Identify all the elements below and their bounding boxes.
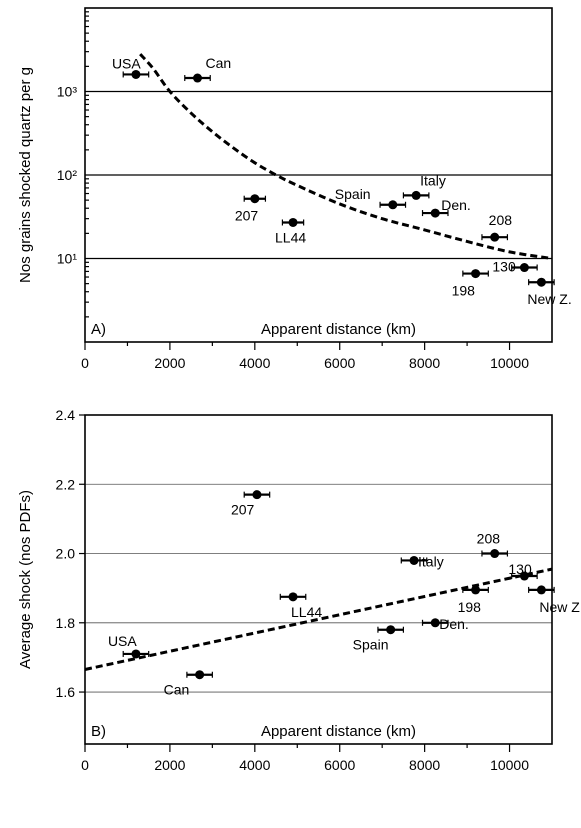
point-marker	[193, 73, 203, 83]
point-marker	[471, 269, 481, 279]
point-marker	[388, 200, 398, 210]
data-point: 198	[452, 269, 489, 299]
x-axis-label: Apparent distance (km)	[261, 321, 416, 338]
data-point: LL44	[275, 217, 306, 245]
y-tick-label: 10³	[57, 84, 78, 100]
x-tick-label: 8000	[409, 757, 440, 773]
data-point: Italy	[400, 553, 444, 569]
x-tick-label: 2000	[154, 355, 185, 371]
x-tick-label: 4000	[239, 757, 270, 773]
data-point: Can	[184, 55, 232, 83]
y-tick-label: 2.2	[56, 476, 76, 492]
x-tick-label: 0	[81, 355, 89, 371]
y-axis-label: Average shock (nos PDFs)	[17, 490, 34, 669]
data-point: 130	[508, 561, 538, 581]
data-point: 198	[458, 585, 489, 615]
x-tick-label: 10000	[490, 355, 529, 371]
point-label: USA	[112, 55, 141, 71]
point-marker	[519, 263, 529, 273]
data-point: Spain	[335, 186, 407, 210]
data-point: 208	[477, 531, 509, 559]
data-point: USA	[108, 633, 150, 659]
point-marker	[252, 490, 262, 500]
point-label: Den.	[439, 616, 469, 632]
data-point: 207	[235, 194, 267, 224]
point-marker	[131, 69, 141, 79]
plot-frame	[84, 7, 553, 343]
point-label: New Z.	[539, 599, 581, 615]
point-marker	[490, 232, 500, 242]
x-tick-label: 10000	[490, 757, 529, 773]
point-label: LL44	[275, 229, 306, 245]
point-marker	[519, 571, 529, 581]
point-marker	[131, 649, 141, 659]
data-point: Can	[164, 670, 213, 698]
panel-a: 0 2000 4000 6000 8000 10000 10¹ 10² 10³ Apparent …	[17, 7, 572, 371]
x-tick-label: 8000	[409, 355, 440, 371]
plot-frame	[84, 414, 553, 745]
x-tick-label: 6000	[324, 355, 355, 371]
data-point: Spain	[353, 625, 405, 653]
point-label: Can	[206, 55, 232, 71]
y-axis-label: Nos grains shocked quartz per g	[17, 67, 34, 283]
data-point: 207	[231, 490, 271, 518]
x-tick-label: 4000	[239, 355, 270, 371]
point-marker	[536, 585, 546, 595]
point-marker	[490, 549, 500, 559]
y-tick-label: 10²	[57, 167, 78, 183]
point-label: Can	[164, 682, 190, 698]
point-marker	[250, 194, 260, 204]
point-marker	[430, 618, 440, 628]
data-point: 208	[481, 212, 513, 242]
point-marker	[430, 208, 440, 218]
point-label: 207	[235, 208, 259, 224]
point-label: 207	[231, 502, 255, 518]
panel-label: B)	[91, 723, 106, 740]
data-point: USA	[112, 55, 150, 79]
y-tick-label: 2.0	[56, 546, 76, 562]
data-point: Italy	[402, 172, 446, 200]
point-label: 130	[508, 561, 532, 577]
point-label: New Z.	[527, 291, 571, 307]
x-tick-label: 6000	[324, 757, 355, 773]
point-marker	[409, 555, 419, 565]
x-tick-label: 2000	[154, 757, 185, 773]
y-tick-label: 10¹	[57, 251, 78, 267]
data-point: 130	[492, 259, 538, 275]
trendline	[139, 53, 553, 260]
point-marker	[536, 277, 546, 287]
point-label: Italy	[420, 172, 446, 188]
point-label: Spain	[335, 186, 371, 202]
y-tick-label: 1.8	[56, 615, 76, 631]
point-label: 198	[458, 599, 482, 615]
point-marker	[288, 592, 298, 602]
point-label: 208	[477, 531, 501, 547]
point-label: 198	[452, 283, 476, 299]
data-point: LL44	[279, 592, 322, 620]
point-label: 130	[492, 259, 516, 275]
point-marker	[411, 190, 421, 200]
point-label: 208	[489, 212, 513, 228]
point-label: Spain	[353, 637, 389, 653]
point-label: USA	[108, 633, 137, 649]
y-tick-label: 1.6	[56, 684, 76, 700]
panel-b: 0 2000 4000 6000 8000 10000 1.6 1.8 2.0 2.2 2.4 App…	[17, 407, 581, 773]
data-point: Den.	[421, 616, 469, 632]
x-tick-label: 0	[81, 757, 89, 773]
point-marker	[195, 670, 205, 680]
point-label: LL44	[291, 604, 322, 620]
data-point: New Z.	[528, 585, 581, 615]
y-tick-label: 2.4	[56, 407, 76, 423]
point-label: Den.	[441, 197, 471, 213]
point-marker	[471, 585, 481, 595]
x-axis-label: Apparent distance (km)	[261, 723, 416, 740]
point-label: Italy	[418, 553, 444, 569]
point-marker	[288, 217, 298, 227]
panel-label: A)	[91, 321, 106, 338]
data-point: New Z.	[527, 277, 572, 307]
point-marker	[386, 625, 396, 635]
data-point: Den.	[421, 197, 471, 218]
